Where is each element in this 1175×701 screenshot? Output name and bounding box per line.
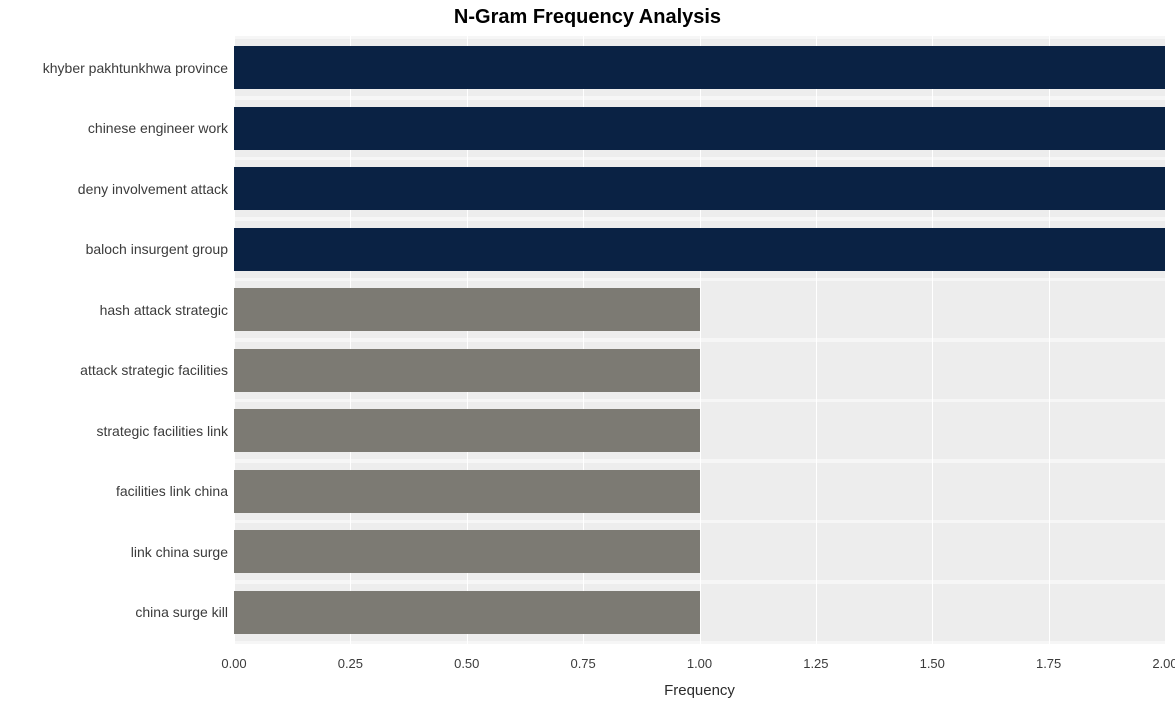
y-axis-label: baloch insurgent group — [86, 241, 228, 257]
y-axis-label: facilities link china — [116, 483, 228, 499]
ngram-frequency-chart: N-Gram Frequency Analysis khyber pakhtun… — [0, 0, 1175, 701]
y-axis-label: deny involvement attack — [78, 181, 228, 197]
bar — [234, 409, 700, 452]
bar — [234, 288, 700, 331]
bar — [234, 530, 700, 573]
y-axis-label: strategic facilities link — [97, 423, 229, 439]
x-tick-label: 1.75 — [1036, 656, 1061, 671]
x-axis-title: Frequency — [234, 682, 1165, 699]
x-tick-label: 0.50 — [454, 656, 479, 671]
bar — [234, 470, 700, 513]
x-tick-label: 1.00 — [687, 656, 712, 671]
bar — [234, 228, 1165, 271]
bar — [234, 107, 1165, 150]
y-axis-label: china surge kill — [135, 604, 228, 620]
x-tick-label: 0.75 — [570, 656, 595, 671]
x-tick-label: 0.25 — [338, 656, 363, 671]
gridline — [1165, 36, 1166, 644]
bar — [234, 167, 1165, 210]
x-tick-label: 0.00 — [221, 656, 246, 671]
x-tick-label: 2.00 — [1152, 656, 1175, 671]
y-axis-label: khyber pakhtunkhwa province — [43, 60, 228, 76]
bar — [234, 46, 1165, 89]
y-axis-label: hash attack strategic — [100, 302, 228, 318]
y-axis-label: chinese engineer work — [88, 120, 228, 136]
chart-title: N-Gram Frequency Analysis — [0, 6, 1175, 29]
x-tick-label: 1.25 — [803, 656, 828, 671]
y-axis-label: attack strategic facilities — [80, 362, 228, 378]
bar — [234, 349, 700, 392]
y-axis-label: link china surge — [131, 544, 228, 560]
x-tick-label: 1.50 — [920, 656, 945, 671]
bar — [234, 591, 700, 634]
plot-area — [234, 36, 1165, 644]
